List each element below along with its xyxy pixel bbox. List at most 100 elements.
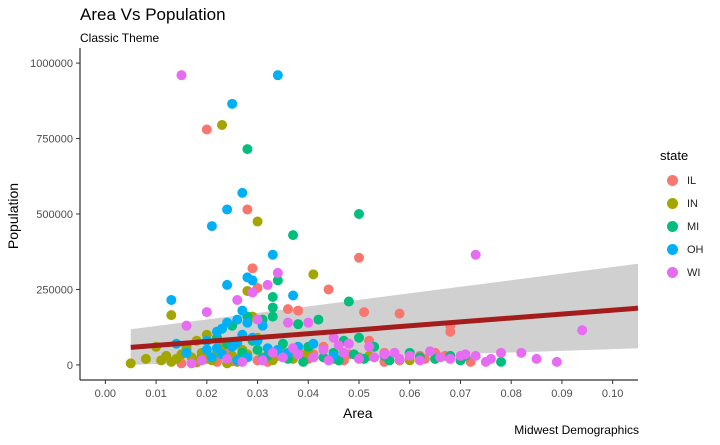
data-point [242,144,253,155]
data-point [201,307,212,318]
data-point [328,332,339,343]
data-point [288,230,299,241]
data-point [237,356,248,367]
legend-key [667,175,678,186]
y-tick-label: 500000 [36,209,73,221]
data-point [354,209,364,219]
data-point [267,347,278,358]
data-point [323,355,334,366]
legend-item-il: IL [660,169,704,192]
data-point [551,356,562,367]
x-tick-label: 0.03 [247,388,268,400]
data-point [308,338,319,349]
data-point [577,325,588,336]
legend-label: MI [687,220,700,233]
data-point [303,317,314,328]
data-point [282,317,293,328]
data-point [354,353,364,364]
data-point [277,352,288,363]
data-point [267,249,278,260]
data-point [217,119,228,130]
data-point [176,70,187,81]
data-point [379,349,390,360]
data-point [196,355,207,366]
data-point [485,353,496,364]
data-point [242,204,253,215]
legend-key [667,221,678,232]
x-axis-label: Area [343,405,373,421]
data-point [222,353,233,364]
chart-title: Area Vs Population [80,5,226,24]
data-point [313,314,324,325]
data-point [232,295,243,306]
data-point [272,275,283,286]
data-point [308,352,319,363]
data-point [343,338,354,349]
data-point [222,204,233,215]
data-point [267,302,278,313]
data-point [211,326,222,337]
data-point [298,356,309,367]
data-point [369,352,380,363]
legend-item-mi: MI [660,215,704,238]
legend-key [667,267,678,278]
data-point [414,355,425,366]
data-point [201,124,212,135]
data-point [404,350,415,361]
data-point [293,319,304,330]
data-point [425,346,436,357]
data-point [166,310,177,321]
legend-key [667,244,678,255]
data-point [206,352,217,363]
data-point [333,340,344,351]
data-point [156,355,167,366]
data-point [496,356,507,367]
data-point [186,358,197,369]
legend-label: IN [687,197,698,210]
data-point [232,314,243,325]
data-point [359,307,370,318]
data-point [247,263,258,274]
data-point [445,353,456,364]
data-point [364,341,375,352]
data-point [227,341,238,352]
data-point [282,304,293,315]
data-point [237,187,248,198]
data-point [288,343,299,354]
legend-title: state [660,148,689,163]
legend: state IL IN MI OH WI [660,148,704,284]
data-point [267,292,278,302]
trend-line [130,305,639,350]
data-point [338,347,349,358]
data-point [181,320,192,331]
data-point [354,332,364,343]
data-point [308,269,319,280]
x-tick-label: 0.06 [399,388,420,400]
y-tick-label: 750000 [36,134,73,146]
data-point [201,344,212,355]
legend-item-in: IN [660,192,704,215]
x-tick-label: 0.04 [298,388,319,400]
y-tick-label: 0 [67,360,73,372]
y-axis-label: Population [5,182,21,250]
legend-label: IL [687,174,697,187]
data-point [272,70,283,81]
data-point [343,296,354,307]
data-point [394,353,405,364]
series-wi [176,70,588,369]
data-point [470,350,481,361]
y-tick-label: 250000 [36,284,73,296]
chart-subtitle: Classic Theme [80,31,160,45]
data-point [252,344,263,355]
data-point [516,347,527,358]
x-tick-label: 0.08 [500,388,521,400]
data-point [445,326,456,337]
data-point [394,308,405,319]
legend-label: WI [687,266,701,279]
data-point [272,267,283,278]
x-tick-label: 0.05 [348,388,369,400]
data-point [318,344,329,355]
legend-label: OH [687,243,704,256]
data-point [247,275,258,286]
